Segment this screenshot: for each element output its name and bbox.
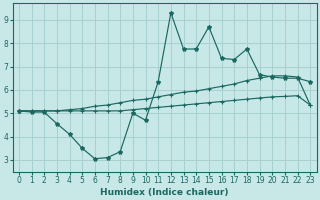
X-axis label: Humidex (Indice chaleur): Humidex (Indice chaleur) — [100, 188, 229, 197]
